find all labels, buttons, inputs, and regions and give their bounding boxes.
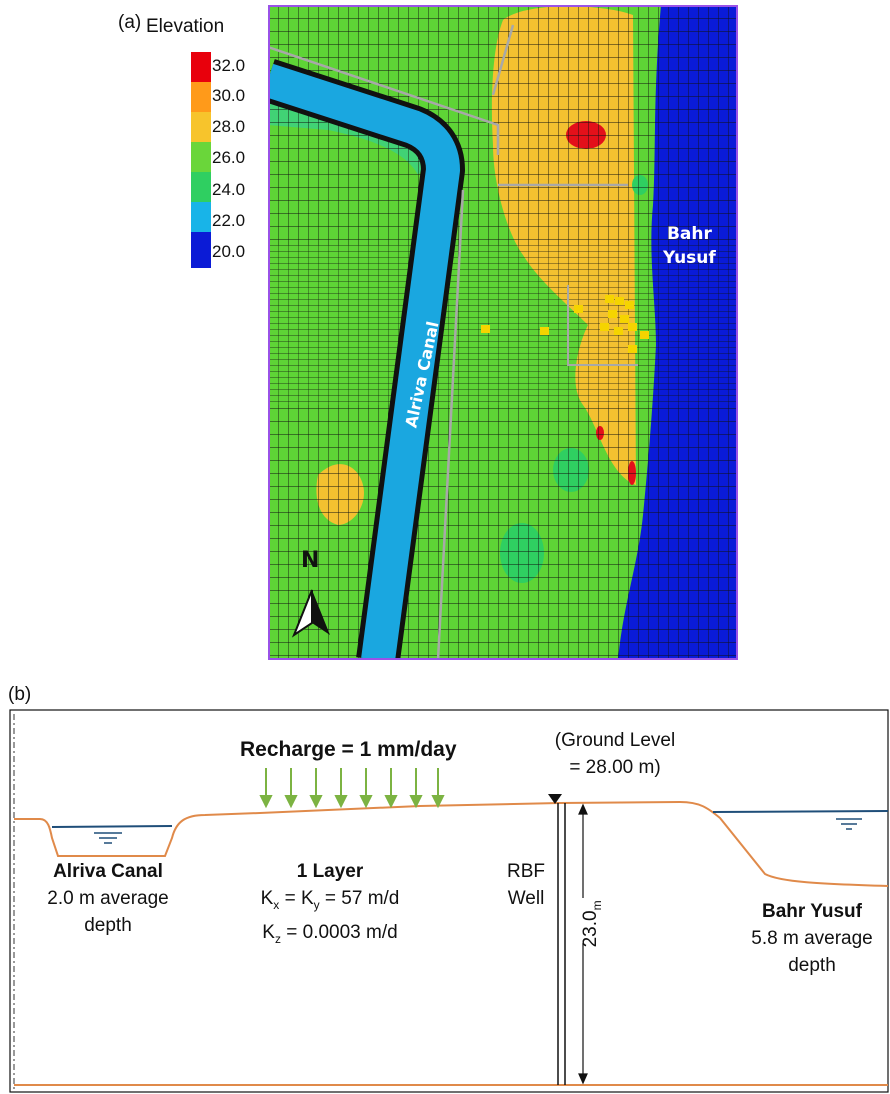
boundary-lines-2: [567, 285, 638, 366]
layer-block: 1 Layer Kx = Ky = 57 m/d Kz = 0.0003 m/d: [230, 858, 430, 953]
recharge-label: Recharge = 1 mm/day: [240, 738, 457, 761]
recharge-arrows: [259, 768, 445, 809]
elevation-map: [268, 5, 738, 660]
bahr-label-line2: Yusuf: [663, 248, 716, 268]
panel-b-label: (b): [8, 684, 32, 705]
canal-depth-line1: 2.0 m average: [47, 888, 169, 909]
boundary-lines: [268, 24, 628, 660]
bahr-yusuf-map-label: Bahr Yusuf: [663, 222, 716, 270]
legend-tick-32: 32.0: [212, 56, 246, 75]
north-arrow: [291, 589, 330, 638]
legend-swatch-24-22: [191, 172, 211, 202]
bahr-yusuf-block: Bahr Yusuf 5.8 m average depth: [732, 898, 890, 979]
ground-level-line2: = 28.00 m): [569, 757, 661, 778]
legend-tick-20: 20.0: [212, 242, 246, 261]
panel-a-label: (a): [118, 12, 142, 33]
legend-swatch-22-20: [191, 202, 211, 232]
legend-tick-30: 30.0: [212, 86, 246, 105]
well-depth-dimension: [578, 803, 588, 1085]
legend-tick-28: 28.0: [212, 117, 246, 136]
rbf-wells: [481, 295, 649, 353]
rbf-well-line2: Well: [507, 888, 545, 909]
ground-level-label: (Ground Level = 28.00 m): [525, 727, 705, 781]
legend-swatch-30-28: [191, 82, 211, 112]
well-depth-label: 23.0m: [580, 894, 604, 954]
legend-swatch-20: [191, 232, 211, 268]
alriva-canal-title: Alriva Canal: [53, 861, 163, 882]
bahr-depth-line2: depth: [788, 955, 836, 976]
hydraulic-conductivity-xy: Kx = Ky = 57 m/d: [260, 888, 400, 912]
layer-title: 1 Layer: [296, 861, 364, 882]
water-symbol-bahr: [836, 818, 862, 830]
rbf-well-line1: RBF: [507, 861, 545, 882]
legend-swatch-26-24: [191, 142, 211, 172]
hydraulic-conductivity-z: Kz = 0.0003 m/d: [262, 921, 398, 946]
legend-title: Elevation: [146, 16, 225, 37]
rbf-well: [557, 803, 566, 1085]
cross-section: [9, 709, 889, 1093]
grid-fine-middle: [268, 245, 738, 405]
ground-level-line1: (Ground Level: [554, 730, 676, 751]
ground-profile: [14, 800, 889, 887]
alriva-canal: [268, 63, 460, 660]
legend-tick-26: 26.0: [212, 148, 246, 167]
bahr-water-surface: [712, 810, 889, 813]
legend-tick-24: 24.0: [212, 180, 246, 199]
canal-depth-line2: depth: [84, 915, 132, 936]
water-symbol-canal: [94, 832, 122, 844]
legend-swatch-28-26: [191, 112, 211, 142]
legend-swatch-32-30: [191, 52, 211, 82]
ground-level-marker: [548, 794, 562, 804]
grid-coarse-bottom: [268, 405, 738, 660]
legend-tick-22: 22.0: [212, 211, 246, 230]
bahr-label-line1: Bahr: [666, 224, 712, 244]
well-depth-unit: m: [589, 900, 604, 911]
canal-water-surface: [51, 825, 173, 828]
alriva-canal-block: Alriva Canal 2.0 m average depth: [18, 858, 198, 939]
bahr-yusuf-title: Bahr Yusuf: [762, 901, 862, 922]
well-depth-value: 23.0: [580, 910, 602, 948]
cross-section-frame: [9, 709, 889, 1093]
north-label: N: [301, 548, 320, 573]
map-frame: [268, 5, 738, 660]
rbf-well-label: RBF Well: [496, 858, 556, 912]
bahr-depth-line1: 5.8 m average: [751, 928, 873, 949]
